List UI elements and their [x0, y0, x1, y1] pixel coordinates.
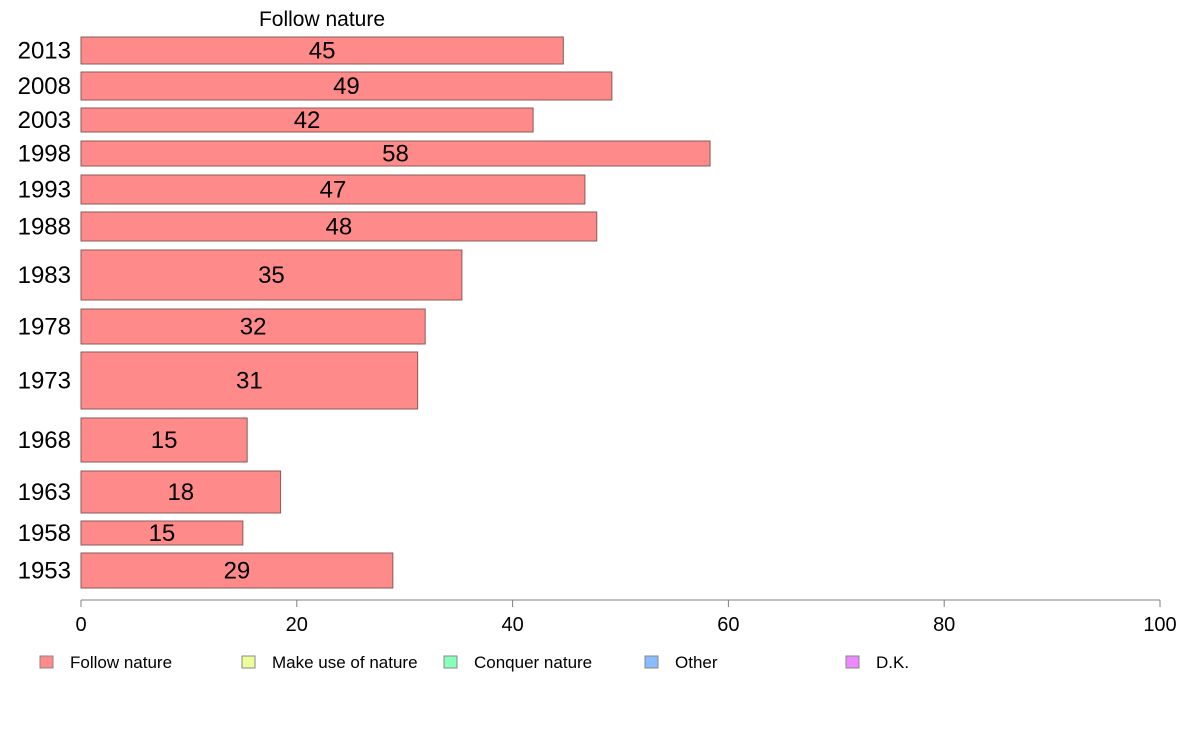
- legend-swatch-d-k: [845, 655, 860, 669]
- legend-swatch-other: [644, 655, 659, 669]
- legend-swatch-make-use-of-nature: [241, 655, 256, 669]
- category-label-1988: 1988: [18, 214, 71, 241]
- category-label-1958: 1958: [18, 520, 71, 547]
- legend-label-conquer-nature: Conquer nature: [474, 653, 592, 672]
- category-label-1998: 1998: [18, 141, 71, 168]
- x-tick-label-60: 60: [717, 614, 739, 636]
- legend-label-make-use-of-nature: Make use of nature: [272, 653, 418, 672]
- category-label-1983: 1983: [18, 262, 71, 289]
- bar-1978: [80, 308, 426, 345]
- value-label-2008: 49: [333, 73, 360, 100]
- x-tick-label-80: 80: [933, 614, 955, 636]
- legend: Follow nature Make use of nature Conquer n…: [39, 653, 909, 672]
- bar-1993: [80, 174, 586, 205]
- bar-2003: [80, 107, 534, 133]
- bar-1968: [80, 417, 248, 463]
- category-label-2003: 2003: [18, 107, 71, 134]
- category-label-1963: 1963: [18, 479, 71, 506]
- x-axis: 0 20 40 60 80 100: [75, 599, 1177, 636]
- bar-1958: [80, 520, 244, 546]
- category-label-1968: 1968: [18, 427, 71, 454]
- bar-1953: [80, 552, 394, 589]
- legend-swatch-conquer-nature: [443, 655, 458, 669]
- value-label-1998: 58: [382, 141, 409, 168]
- chart-title: Follow nature: [259, 8, 385, 31]
- value-label-1988: 48: [326, 214, 353, 241]
- value-label-1958: 15: [149, 520, 176, 547]
- category-label-1953: 1953: [18, 558, 71, 585]
- value-label-1993: 47: [320, 177, 347, 204]
- x-tick-label-0: 0: [75, 614, 86, 636]
- category-label-1978: 1978: [18, 314, 71, 341]
- value-label-2003: 42: [294, 107, 321, 134]
- bar-1988: [80, 211, 598, 242]
- value-label-2013: 45: [309, 38, 336, 65]
- value-label-1963: 18: [167, 479, 194, 506]
- bar-1998: [80, 140, 711, 167]
- bar-1973: [80, 351, 419, 410]
- x-tick-label-40: 40: [501, 614, 523, 636]
- legend-swatch-follow-nature: [39, 655, 54, 669]
- category-label-2013: 2013: [18, 38, 71, 65]
- x-tick-label-20: 20: [286, 614, 308, 636]
- bar-1963: [80, 470, 282, 514]
- bar-2008: [80, 71, 613, 101]
- category-label-2008: 2008: [18, 73, 71, 100]
- value-label-1978: 32: [240, 314, 267, 341]
- value-label-1973: 31: [236, 368, 263, 395]
- value-label-1983: 35: [258, 262, 285, 289]
- legend-label-d-k: D.K.: [876, 653, 909, 672]
- bar-1983: [80, 249, 463, 301]
- bar-group: 2013 45 2008 49 2003 42 1998 58 1993 47 1988 48 1983…: [18, 36, 711, 589]
- legend-label-other: Other: [675, 653, 718, 672]
- x-tick-label-100: 100: [1143, 614, 1176, 636]
- value-label-1953: 29: [224, 558, 251, 585]
- value-label-1968: 15: [151, 427, 178, 454]
- bar-2013: [80, 36, 564, 65]
- category-label-1973: 1973: [18, 368, 71, 395]
- legend-label-follow-nature: Follow nature: [70, 653, 172, 672]
- category-label-1993: 1993: [18, 177, 71, 204]
